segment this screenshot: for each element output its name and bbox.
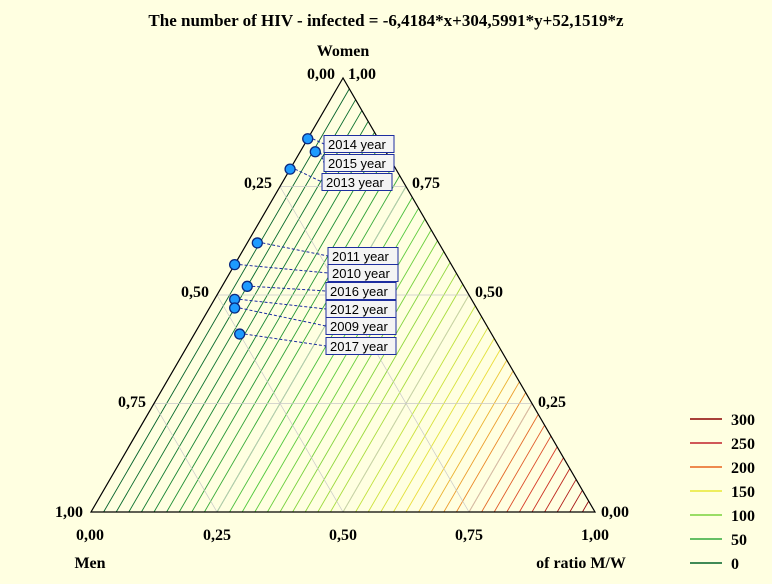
contour-line-38 — [569, 490, 583, 513]
contour-line-7 — [178, 153, 388, 513]
contour-line-36 — [544, 468, 571, 513]
data-point-4 — [228, 258, 241, 271]
contour-line-31 — [481, 414, 539, 513]
data-point-5 — [241, 280, 253, 292]
point-label-box-7 — [325, 317, 397, 335]
contour-line-22 — [367, 316, 482, 513]
legend-label-6: 0 — [731, 556, 739, 573]
leader-line-6 — [239, 298, 327, 310]
contour-line-21 — [355, 305, 476, 513]
right-tick-050: 0,50 — [475, 284, 503, 301]
legend-label-2: 200 — [731, 460, 755, 477]
contour-line-19 — [330, 283, 464, 513]
data-point-2 — [284, 163, 296, 175]
grid-ratio-0 — [216, 186, 407, 513]
contour-line-23 — [380, 327, 489, 513]
point-label-box-8 — [325, 337, 397, 355]
chart-title: The number of HIV - infected = -6,4184*x… — [148, 11, 624, 30]
axis-name-women: Women — [317, 43, 370, 60]
axis-name-men: Men — [74, 555, 105, 572]
bottom-tick-4: 1,00 — [581, 527, 609, 544]
legend-label-0: 300 — [731, 412, 755, 429]
bottom-tick-2: 0,50 — [329, 527, 357, 544]
contour-line-34 — [519, 446, 558, 513]
corner-tick-left: 1,00 — [55, 504, 83, 521]
leader-line-8 — [244, 333, 327, 347]
bottom-tick-3: 0,75 — [455, 527, 483, 544]
legend-label-1: 250 — [731, 436, 755, 453]
bottom-tick-1: 0,25 — [203, 527, 231, 544]
left-tick-025: 0,25 — [244, 175, 272, 192]
contour-line-5 — [153, 132, 375, 513]
contour-line-37 — [556, 479, 577, 513]
leader-line-3 — [262, 242, 329, 257]
data-point-1 — [309, 146, 321, 158]
contour-line-33 — [506, 435, 552, 513]
contour-lines — [103, 88, 590, 513]
contour-line-39 — [582, 500, 590, 513]
ternary-triangle — [89, 76, 597, 513]
contour-line-32 — [493, 424, 545, 513]
contour-line-8 — [191, 164, 394, 513]
point-label-0: 2014 year — [328, 137, 386, 152]
contour-line-35 — [531, 457, 564, 513]
legend-label-5: 50 — [731, 532, 747, 549]
contour-line-25 — [405, 349, 501, 513]
bottom-tick-0: 0,00 — [76, 527, 104, 544]
contour-line-9 — [204, 175, 401, 513]
axis-name-ratio: of ratio M/W — [536, 555, 626, 572]
contour-line-14 — [267, 229, 432, 513]
contour-line-17 — [304, 262, 451, 513]
contour-line-1 — [103, 88, 350, 513]
point-label-box-1 — [323, 154, 395, 172]
right-tick-100: 1,00 — [348, 66, 376, 83]
data-points: 2014 year 2015 year 2013 year 2011 year 2010… — [228, 133, 399, 355]
point-label-box-5 — [325, 282, 397, 300]
corner-tick-right: 0,00 — [601, 504, 629, 521]
grid-ratio-1 — [342, 294, 470, 513]
legend: 300 250 200 150 100 50 0 — [690, 412, 755, 573]
data-point-0 — [302, 133, 314, 145]
legend-label-3: 150 — [731, 484, 755, 501]
contour-line-29 — [456, 392, 527, 513]
point-label-3: 2011 year — [332, 249, 390, 264]
point-label-1: 2015 year — [328, 156, 386, 171]
contour-line-26 — [418, 359, 508, 513]
left-tick-050: 0,50 — [181, 284, 209, 301]
grid-men-2 — [153, 403, 218, 513]
point-label-7: 2009 year — [330, 319, 388, 334]
contour-line-28 — [443, 381, 520, 513]
data-point-3 — [251, 237, 263, 249]
point-label-box-4 — [327, 264, 399, 282]
point-label-4: 2010 year — [332, 266, 390, 281]
right-tick-075: 0,75 — [412, 175, 440, 192]
point-label-2: 2013 year — [326, 175, 384, 190]
point-label-box-2 — [321, 173, 393, 191]
leader-line-5 — [252, 285, 327, 292]
contour-line-15 — [279, 240, 438, 513]
contour-line-27 — [430, 370, 514, 513]
point-label-8: 2017 year — [330, 339, 388, 354]
point-label-6: 2012 year — [330, 302, 388, 317]
leader-line-0 — [312, 138, 325, 145]
contour-line-24 — [393, 338, 495, 513]
contour-line-6 — [166, 142, 382, 513]
leader-line-7 — [239, 307, 327, 327]
data-point-8 — [234, 328, 246, 340]
left-tick-075: 0,75 — [118, 394, 146, 411]
point-label-box-0 — [323, 135, 395, 153]
legend-label-4: 100 — [731, 508, 755, 525]
left-tick-000: 0,00 — [307, 66, 335, 83]
contour-line-18 — [317, 273, 457, 513]
right-tick-025: 0,25 — [538, 394, 566, 411]
data-point-7 — [228, 302, 241, 314]
grid-ratio-2 — [468, 403, 533, 513]
point-label-5: 2016 year — [330, 284, 388, 299]
leader-line-1 — [319, 151, 325, 164]
